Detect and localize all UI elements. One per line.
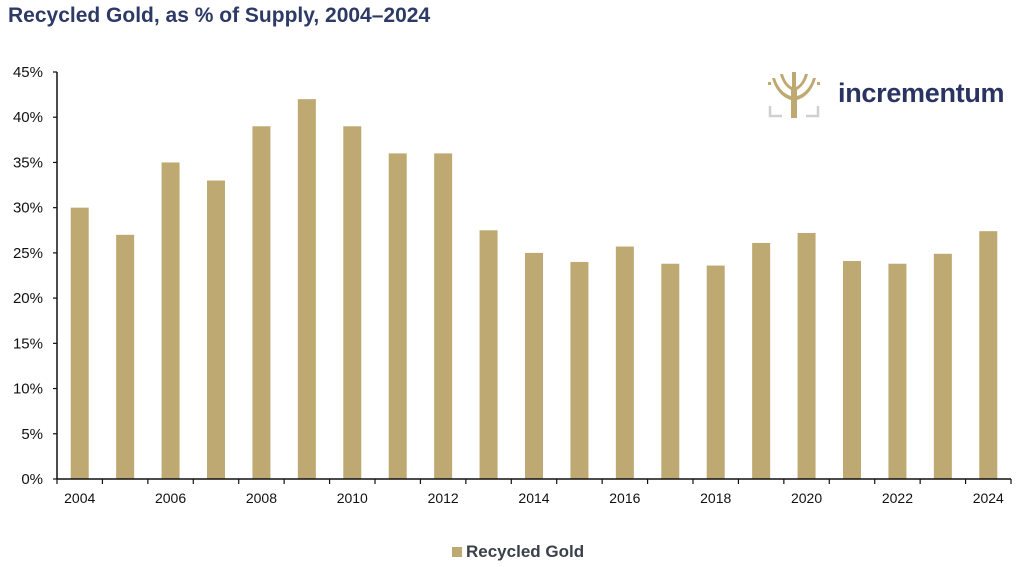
logo-text: incrementum (838, 78, 1005, 108)
x-tick-label: 2014 (518, 490, 549, 506)
bar-2018 (706, 265, 725, 479)
bar-2010 (343, 126, 362, 480)
bar-2014 (525, 252, 543, 479)
incrementum-logo: incrementum (768, 72, 1018, 118)
bar-2012 (434, 153, 453, 479)
bar-2009 (297, 99, 316, 479)
legend-swatch (452, 547, 462, 557)
tree-icon (768, 72, 820, 118)
legend: Recycled Gold (452, 542, 584, 562)
bar-2013 (479, 230, 498, 479)
bar-2017 (661, 263, 680, 479)
x-tick-label: 2012 (428, 490, 459, 506)
bar-2024 (979, 231, 998, 479)
bar-2016 (615, 246, 634, 479)
bar-2006 (161, 162, 180, 479)
bar-2023 (933, 253, 952, 479)
y-tick-label: 35% (13, 154, 43, 171)
legend-label: Recycled Gold (466, 542, 585, 561)
x-tick-label: 2016 (609, 490, 640, 506)
y-tick-label: 40% (13, 109, 43, 126)
y-tick-label: 10% (13, 381, 43, 398)
bar-2019 (752, 242, 771, 479)
y-tick-label: 5% (21, 426, 43, 443)
y-tick-label: 0% (21, 471, 43, 488)
y-tick-label: 25% (13, 245, 43, 262)
x-tick-label: 2024 (973, 490, 1004, 506)
bar-2008 (252, 126, 271, 480)
x-tick-label: 2006 (155, 490, 186, 506)
bar-2007 (207, 180, 225, 480)
x-tick-label: 2008 (246, 490, 277, 506)
x-tick-label: 2018 (700, 490, 731, 506)
x-tick-label: 2022 (882, 490, 913, 506)
bar-2020 (797, 232, 816, 479)
y-tick-label: 20% (13, 290, 43, 307)
x-tick-label: 2004 (64, 490, 95, 506)
bar-2022 (888, 263, 907, 479)
y-tick-label: 45% (13, 64, 43, 81)
bar-2011 (388, 153, 407, 479)
bar-2004 (70, 207, 89, 479)
bar-2005 (116, 234, 135, 479)
bar-2015 (570, 261, 589, 479)
bar-2021 (843, 261, 861, 479)
chart-title: Recycled Gold, as % of Supply, 2004–2024 (8, 4, 431, 27)
x-tick-label: 2020 (791, 490, 822, 506)
x-tick-label: 2010 (337, 490, 368, 506)
y-tick-label: 30% (13, 200, 43, 217)
y-tick-label: 15% (13, 335, 43, 352)
